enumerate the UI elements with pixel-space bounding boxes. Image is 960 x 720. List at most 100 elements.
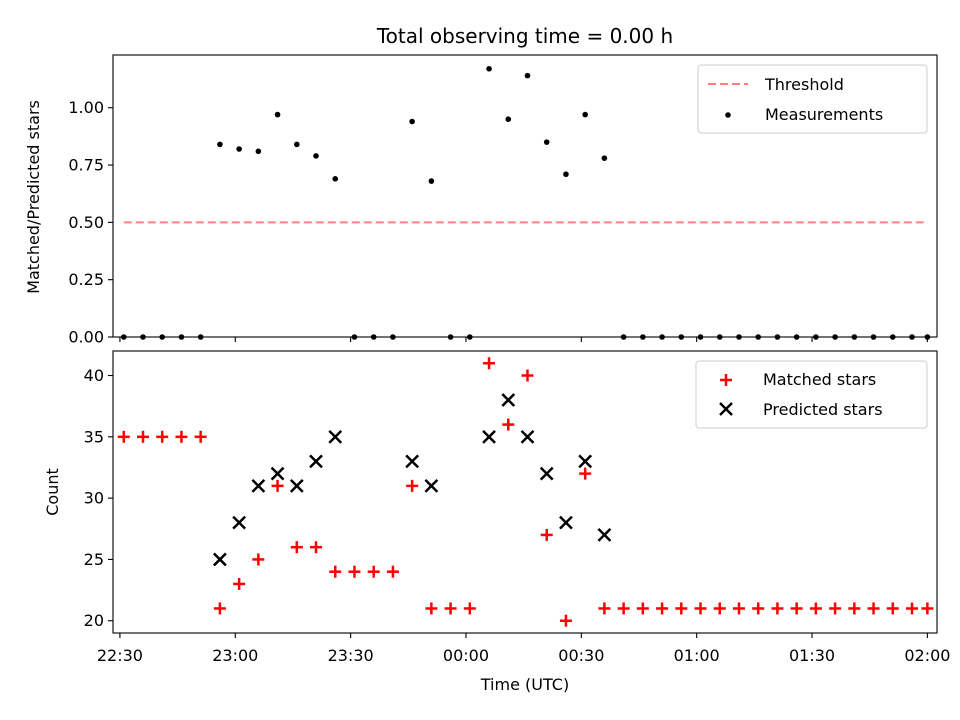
matched-star-point [906, 602, 919, 615]
bottom-y-tick-label: 35 [84, 427, 104, 446]
measurement-point [524, 72, 531, 79]
matched-star-point [329, 565, 342, 578]
measurement-point [678, 334, 685, 340]
predicted-star-point [405, 454, 420, 469]
measurement-point [601, 155, 608, 161]
bottom-y-tick-label: 25 [84, 550, 104, 569]
bottom-plot-frame [112, 350, 938, 634]
measurement-point [486, 65, 492, 72]
measurement-point [332, 176, 339, 182]
predicted-star-point [539, 466, 554, 481]
measurement-point [793, 334, 800, 340]
measurement-point [563, 171, 569, 178]
top-y-tick-label: 1.00 [68, 98, 104, 117]
bottom-panel: 20 25 30 35 40 22:30 23:00 23:30 00:00 00:30 01:0… [43, 350, 950, 694]
matched-star-point [444, 602, 457, 615]
matched-star-point [694, 602, 707, 615]
matched-star-point [367, 565, 380, 578]
x-tick-label: 22:30 [97, 646, 143, 665]
predicted-star-point [213, 552, 227, 567]
x-tick-label: 00:30 [558, 646, 604, 665]
matched-star-point [540, 528, 553, 541]
measurement-point [924, 334, 931, 340]
matched-star-point [521, 369, 534, 382]
measurement-point [140, 334, 146, 340]
matched-star-point [117, 430, 130, 443]
matched-star-point [156, 430, 169, 443]
measurement-point [428, 178, 435, 184]
predicted-star-point [232, 515, 247, 530]
legend-matched-swatch [720, 374, 732, 386]
predicted-star-point [289, 478, 304, 493]
matched-star-point [752, 602, 765, 615]
matched-star-point [252, 553, 265, 566]
bottom-x-ticks: 22:30 23:00 23:30 00:00 00:30 01:00 01:30 02:00 [97, 633, 950, 665]
legend-predicted-label: Predicted stars [763, 400, 883, 419]
legend-predicted-swatch [719, 402, 733, 416]
measurement-point [889, 334, 896, 340]
predicted-star-point [424, 478, 439, 493]
measurement-point [467, 334, 473, 340]
measurement-point [543, 139, 550, 145]
top-x-ticks [119, 337, 928, 342]
matched-star-point [598, 602, 611, 615]
matched-star-point [848, 602, 861, 615]
predicted-stars-points [213, 393, 612, 567]
measurement-point [370, 334, 377, 340]
matched-star-point [617, 602, 630, 615]
matched-star-point [886, 602, 899, 615]
matched-star-point [175, 430, 188, 443]
matched-star-point [136, 430, 149, 443]
predicted-star-point [270, 466, 285, 481]
x-tick-label: 02:00 [904, 646, 950, 665]
matched-star-point [502, 418, 515, 431]
matched-star-point [656, 602, 669, 615]
predicted-star-point [501, 393, 516, 407]
x-tick-label: 00:00 [443, 646, 489, 665]
matched-star-point [425, 602, 438, 615]
matched-star-point [194, 430, 207, 443]
measurement-point [409, 118, 415, 125]
measurement-point [255, 148, 262, 155]
matched-star-point [713, 602, 726, 615]
measurement-point [813, 334, 819, 340]
measurement-point [640, 334, 646, 340]
predicted-star-point [559, 515, 573, 530]
measurement-point [582, 111, 588, 118]
measurement-points [120, 65, 931, 340]
legend-measurements-label: Measurements [765, 105, 883, 124]
bottom-legend: Matched stars Predicted stars [695, 360, 928, 429]
measurement-point [236, 146, 242, 152]
x-tick-label: 23:30 [328, 646, 374, 665]
measurement-point [120, 334, 127, 340]
measurement-point [351, 334, 358, 340]
measurement-point [447, 334, 454, 340]
top-y-tick-label: 0.50 [68, 213, 104, 232]
matched-star-point [829, 602, 842, 615]
legend-matched-label: Matched stars [763, 370, 876, 389]
top-y-ticks: 0.00 0.25 0.50 0.75 1.00 [68, 98, 113, 347]
matched-star-point [310, 541, 323, 554]
predicted-star-point [328, 429, 343, 444]
top-y-tick-label: 0.25 [68, 270, 104, 289]
measurement-point [870, 334, 877, 340]
measurement-point [716, 334, 723, 340]
matched-star-point [732, 602, 745, 615]
matched-star-point [790, 602, 803, 615]
matched-star-point [271, 479, 284, 492]
matched-star-point [233, 577, 246, 590]
matched-star-point [213, 602, 226, 615]
matched-stars-points [117, 357, 934, 627]
bottom-y-axis-label: Count [43, 468, 62, 516]
measurement-point [159, 334, 166, 340]
measurement-point [390, 334, 396, 340]
matched-star-point [386, 565, 399, 578]
bottom-y-tick-label: 40 [84, 366, 104, 385]
matched-star-point [809, 602, 822, 615]
measurement-point [293, 141, 300, 148]
measurement-point [659, 334, 665, 340]
bottom-y-tick-label: 20 [84, 611, 104, 630]
measurement-point [774, 334, 781, 340]
matched-star-point [290, 541, 303, 554]
measurement-point [755, 334, 762, 340]
